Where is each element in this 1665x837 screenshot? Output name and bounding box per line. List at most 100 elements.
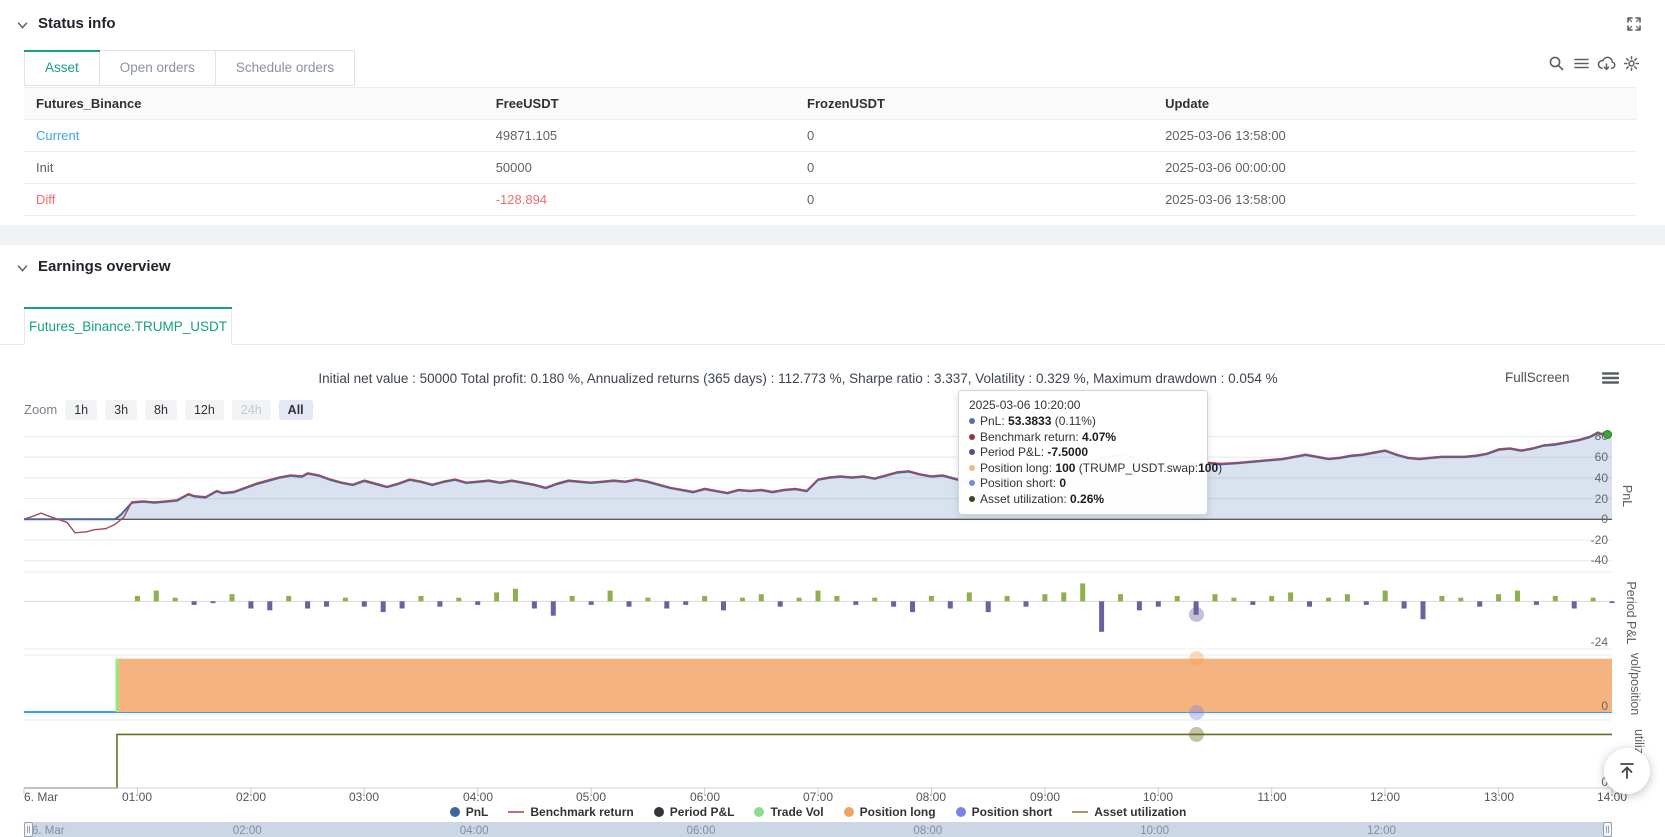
- zoom-button-8h[interactable]: 8h: [145, 400, 177, 420]
- search-icon[interactable]: [1544, 51, 1568, 75]
- x-axis-label: 11:00: [1248, 790, 1296, 804]
- legend-item-period-p-l[interactable]: Period P&L: [654, 805, 735, 819]
- x-axis-label: 04:00: [454, 790, 502, 804]
- x-axis-label: 09:00: [1021, 790, 1069, 804]
- y-axis-label: 0: [1562, 775, 1608, 789]
- chart-navigator[interactable]: 6. Mar02:0004:0006:0008:0010:0012:00: [24, 822, 1612, 837]
- tooltip-series-bullet: [969, 465, 975, 471]
- table-cell: Init: [24, 152, 484, 183]
- y-axis-label: -24: [1562, 635, 1608, 649]
- current-row-link[interactable]: Current: [24, 120, 484, 151]
- legend-item-pnl[interactable]: PnL: [450, 805, 489, 819]
- tooltip-series-bullet: [969, 434, 975, 440]
- legend-label: Asset utilization: [1094, 805, 1186, 819]
- page: Status info AssetOpen ordersSchedule ord…: [0, 0, 1665, 837]
- legend-swatch: [1072, 811, 1088, 813]
- y-axis-label: 60: [1562, 450, 1608, 464]
- legend-label: Position long: [860, 805, 936, 819]
- x-axis-label: 05:00: [567, 790, 615, 804]
- tooltip-row: Position short: 0: [969, 476, 1197, 492]
- hover-marker-dot: [1189, 705, 1204, 720]
- table-header-row: Futures_BinanceFreeUSDTFrozenUSDTUpdate: [24, 88, 1637, 120]
- legend-swatch: [956, 807, 966, 817]
- earnings-title: Earnings overview: [38, 258, 171, 275]
- status-tab-asset[interactable]: Asset: [24, 50, 100, 86]
- y-axis-label: 40: [1562, 471, 1608, 485]
- tooltip-series-bullet: [969, 449, 975, 455]
- earnings-collapse-chevron-icon[interactable]: [16, 262, 29, 280]
- table-row: Diff-128.89402025-03-06 13:58:00: [24, 184, 1637, 216]
- navigator-label: 02:00: [233, 825, 262, 837]
- legend-item-position-short[interactable]: Position short: [956, 805, 1053, 819]
- chart-tooltip: 2025-03-06 10:20:00 PnL: 53.3833 (0.11%)…: [958, 390, 1208, 515]
- y-axis-label: 0: [1562, 512, 1608, 526]
- y-axis-label: 20: [1562, 492, 1608, 506]
- y-axis-title: Period P&L: [1624, 581, 1638, 644]
- table-cell: 2025-03-06 13:58:00: [1153, 120, 1637, 151]
- column-header: FrozenUSDT: [795, 88, 1153, 119]
- legend-label: Position short: [972, 805, 1053, 819]
- fullscreen-button[interactable]: FullScreen: [1505, 370, 1570, 385]
- navigator-label: 04:00: [460, 825, 489, 837]
- legend-swatch: [654, 807, 664, 817]
- x-axis-label: 10:00: [1134, 790, 1182, 804]
- table-cell: 0: [795, 120, 1153, 151]
- tab-label: Futures_Binance.TRUMP_USDT: [29, 319, 227, 334]
- asset-table: Futures_BinanceFreeUSDTFrozenUSDTUpdateC…: [24, 87, 1637, 216]
- legend-item-position-long[interactable]: Position long: [844, 805, 936, 819]
- y-axis-label: -20: [1562, 533, 1608, 547]
- tooltip-series-bullet: [969, 480, 975, 486]
- legend-item-benchmark-return[interactable]: Benchmark return: [508, 805, 633, 819]
- hover-marker-dot: [1189, 727, 1204, 742]
- y-axis-label: -40: [1562, 553, 1608, 567]
- navigator-handle-left[interactable]: [24, 822, 33, 837]
- x-axis-label: 08:00: [907, 790, 955, 804]
- stats-summary: Initial net value : 50000 Total profit: …: [0, 371, 1596, 386]
- table-toolbar: [1544, 51, 1643, 75]
- x-axis-label: 03:00: [340, 790, 388, 804]
- back-to-top-button[interactable]: [1604, 748, 1650, 794]
- column-header: Futures_Binance: [24, 88, 484, 119]
- x-axis-label: 07:00: [794, 790, 842, 804]
- status-tab-schedule-orders[interactable]: Schedule orders: [216, 50, 355, 86]
- tooltip-time: 2025-03-06 10:20:00: [969, 398, 1197, 412]
- table-cell: 2025-03-06 00:00:00: [1153, 152, 1637, 183]
- x-axis-label: 06:00: [681, 790, 729, 804]
- zoom-button-24h[interactable]: 24h: [232, 400, 271, 420]
- x-axis-label: 6. Mar: [24, 790, 58, 804]
- zoom-button-3h[interactable]: 3h: [105, 400, 137, 420]
- chart-menu-icon[interactable]: [1598, 366, 1622, 390]
- y-axis-label: 0: [1562, 699, 1608, 713]
- legend-label: Benchmark return: [530, 805, 633, 819]
- status-info-card: Status info AssetOpen ordersSchedule ord…: [0, 0, 1665, 225]
- navigator-label: 6. Mar: [32, 825, 65, 837]
- navigator-label: 08:00: [913, 825, 942, 837]
- tab-futures-binance-trump-usdt[interactable]: Futures_Binance.TRUMP_USDT: [24, 307, 232, 345]
- zoom-controls: Zoom1h3h8h12h24hAll: [24, 400, 313, 420]
- zoom-button-1h[interactable]: 1h: [65, 400, 97, 420]
- legend-swatch: [844, 807, 854, 817]
- status-collapse-chevron-icon[interactable]: [16, 19, 29, 37]
- navigator-handle-right[interactable]: [1603, 822, 1612, 837]
- cloud-download-icon[interactable]: [1594, 51, 1618, 75]
- tab-bottom-divider: [0, 344, 1665, 345]
- x-axis-label: 01:00: [113, 790, 161, 804]
- chart-legend: PnL Benchmark return Period P&L Trade Vol Po…: [24, 805, 1612, 819]
- table-cell: -128.894: [484, 184, 795, 215]
- column-header: FreeUSDT: [484, 88, 795, 119]
- status-tab-open-orders[interactable]: Open orders: [100, 50, 216, 86]
- tooltip-row: Period P&L: -7.5000: [969, 445, 1197, 461]
- trade-vol-marker-dot: [1603, 430, 1612, 439]
- legend-item-trade-vol[interactable]: Trade Vol: [754, 805, 823, 819]
- tooltip-series-bullet: [969, 496, 975, 502]
- hover-marker-dot: [1189, 651, 1204, 666]
- x-axis-label: 12:00: [1361, 790, 1409, 804]
- gear-icon[interactable]: [1619, 51, 1643, 75]
- legend-item-asset-utilization[interactable]: Asset utilization: [1072, 805, 1186, 819]
- list-icon[interactable]: [1569, 51, 1593, 75]
- active-tab-indicator: [24, 307, 232, 309]
- zoom-button-12h[interactable]: 12h: [185, 400, 224, 420]
- table-cell: 50000: [484, 152, 795, 183]
- zoom-button-all[interactable]: All: [279, 400, 313, 420]
- expand-icon[interactable]: [1622, 12, 1646, 36]
